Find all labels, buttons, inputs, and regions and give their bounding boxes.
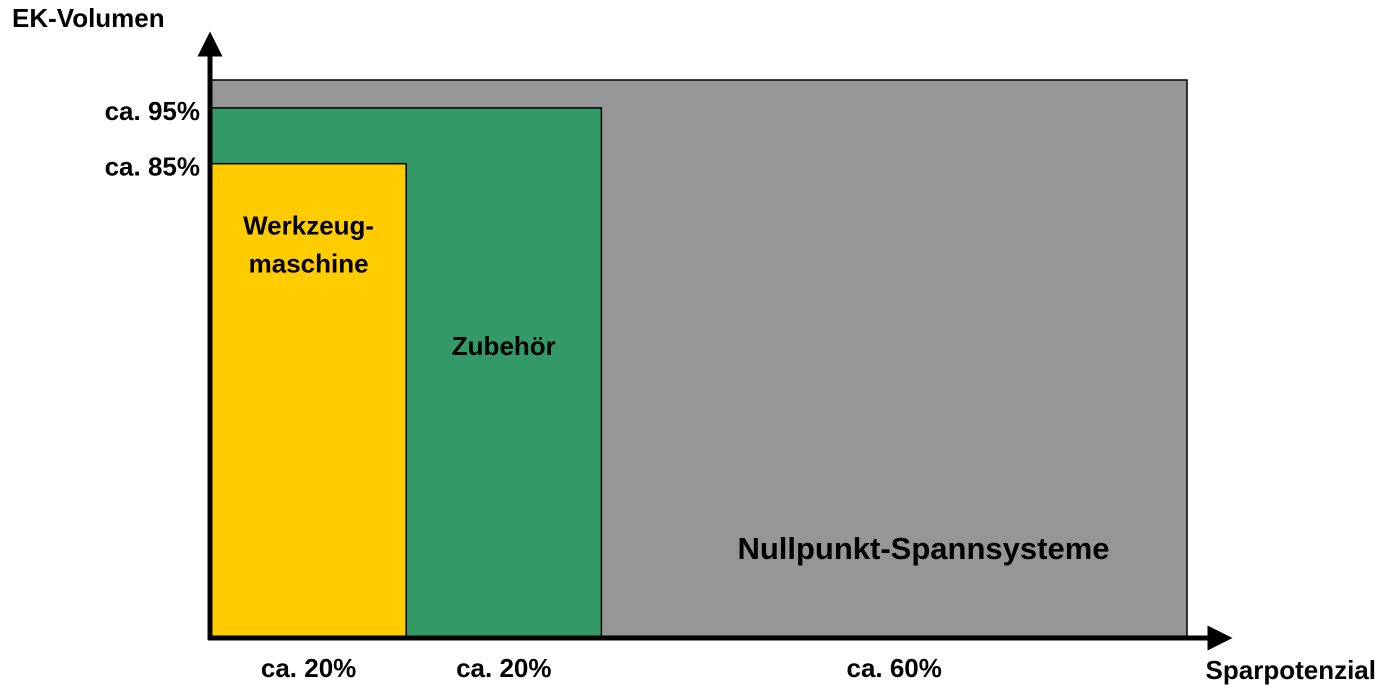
series-label: Nullpunkt-Spannsysteme: [737, 531, 1109, 566]
y-tick-label: ca. 85%: [105, 152, 200, 182]
x-axis-label: Sparpotenzial: [1206, 655, 1376, 685]
series-label: maschine: [249, 249, 369, 279]
x-tick-label: ca. 20%: [261, 653, 356, 683]
series-label: Werkzeug-: [243, 211, 374, 241]
x-tick-label: ca. 20%: [456, 653, 551, 683]
plot-area: [210, 79, 1188, 639]
x-tick-label: ca. 60%: [846, 653, 941, 683]
y-axis-label: EK-Volumen: [12, 3, 165, 33]
series-label: Zubehör: [452, 331, 556, 361]
area: [210, 162, 407, 639]
y-tick-label: ca. 95%: [105, 96, 200, 126]
